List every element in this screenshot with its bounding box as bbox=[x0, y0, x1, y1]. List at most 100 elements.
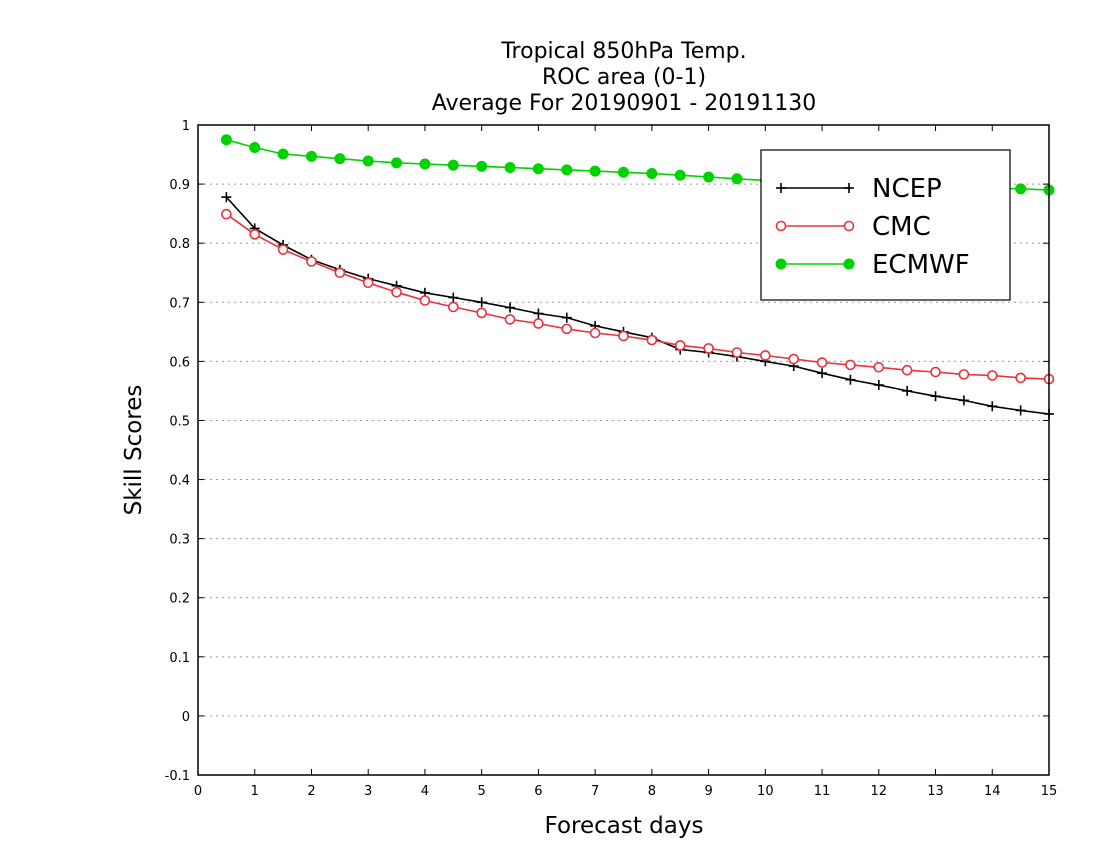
data-point-ncep bbox=[930, 391, 941, 402]
data-point-ecmwf bbox=[589, 165, 601, 177]
data-point-ecmwf bbox=[305, 150, 317, 162]
data-point-ecmwf bbox=[731, 173, 743, 185]
y-tick-label: 0 bbox=[182, 710, 190, 725]
y-tick-label: 0.4 bbox=[169, 474, 190, 489]
data-point-ncep bbox=[561, 312, 572, 323]
y-tick-label: 1 bbox=[182, 119, 190, 134]
data-point-ecmwf bbox=[618, 166, 629, 178]
data-point-cmc bbox=[391, 286, 402, 298]
x-tick-label: 10 bbox=[757, 784, 774, 799]
data-point-ncep bbox=[845, 374, 856, 385]
x-tick-label: 9 bbox=[704, 784, 712, 799]
legend-marker-ncep bbox=[844, 183, 854, 193]
data-point-cmc bbox=[1015, 372, 1026, 384]
data-point-ecmwf bbox=[419, 158, 431, 170]
data-point-cmc bbox=[674, 340, 686, 351]
data-point-cmc bbox=[873, 361, 885, 373]
chart-title-line-2: ROC area (0-1) bbox=[542, 65, 706, 90]
x-tick-label: 0 bbox=[194, 784, 202, 799]
legend-marker-ncep bbox=[776, 183, 786, 193]
data-point-cmc bbox=[277, 244, 289, 255]
x-tick-label: 6 bbox=[534, 784, 542, 799]
data-point-ecmwf bbox=[334, 153, 346, 165]
legend-item-ecmwf: ECMWF bbox=[775, 250, 970, 280]
data-point-cmc bbox=[334, 267, 346, 279]
x-tick-label: 7 bbox=[591, 784, 599, 799]
x-tick-label: 2 bbox=[307, 784, 315, 799]
data-point-ncep bbox=[817, 368, 828, 379]
legend-label-ecmwf: ECMWF bbox=[872, 250, 970, 280]
data-point-ecmwf bbox=[220, 134, 232, 146]
x-tick-label: 4 bbox=[421, 784, 429, 799]
series-line-ncep bbox=[225, 196, 1050, 415]
data-point-cmc bbox=[561, 323, 573, 335]
legend-marker-ecmwf bbox=[843, 258, 855, 270]
y-tick-label: 0.2 bbox=[169, 592, 190, 607]
data-point-cmc bbox=[419, 295, 431, 306]
data-point-ecmwf bbox=[391, 157, 403, 169]
y-tick-label: 0.7 bbox=[169, 296, 190, 311]
legend-item-cmc: CMC bbox=[775, 212, 931, 242]
legend-label-cmc: CMC bbox=[872, 212, 931, 242]
data-point-cmc bbox=[646, 334, 658, 346]
axes: -0.100.10.20.30.40.50.60.70.80.910 1 2 3 4 5 6… bbox=[165, 119, 1058, 799]
data-point-ecmwf bbox=[1015, 183, 1027, 195]
y-tick-label: 0.1 bbox=[169, 651, 190, 666]
data-point-ncep bbox=[902, 385, 913, 396]
legend: NCEP CMC ECMWF bbox=[760, 149, 1011, 301]
data-point-cmc bbox=[221, 208, 232, 220]
legend-marker-cmc bbox=[775, 220, 787, 232]
y-tick-label: 0.3 bbox=[169, 533, 190, 548]
data-point-cmc bbox=[589, 327, 601, 339]
legend-label-ncep: NCEP bbox=[872, 174, 942, 204]
x-tick-label: 14 bbox=[984, 784, 1001, 799]
data-point-cmc bbox=[816, 357, 828, 368]
data-point-cmc bbox=[447, 301, 459, 313]
legend-marker-ecmwf bbox=[775, 258, 787, 270]
y-tick-label: 0.5 bbox=[169, 414, 190, 429]
data-point-ncep bbox=[448, 292, 459, 303]
x-axis-title: Forecast days bbox=[545, 813, 704, 839]
data-point-ncep bbox=[533, 308, 544, 319]
data-point-cmc bbox=[930, 366, 941, 378]
y-tick-label: -0.1 bbox=[165, 769, 190, 784]
data-point-ecmwf bbox=[532, 163, 544, 175]
data-point-ecmwf bbox=[561, 164, 573, 176]
data-point-ecmwf bbox=[277, 148, 289, 160]
data-point-ncep bbox=[505, 302, 516, 313]
series-cmc bbox=[221, 208, 1055, 385]
data-point-ncep bbox=[476, 297, 487, 308]
chart-title: Tropical 850hPa Temp. ROC area (0-1) Ave… bbox=[432, 39, 817, 116]
legend-box bbox=[760, 149, 1011, 301]
data-point-cmc bbox=[533, 318, 544, 329]
x-tick-label: 11 bbox=[814, 784, 831, 799]
data-point-ncep bbox=[873, 380, 884, 390]
x-tick-label: 12 bbox=[871, 784, 888, 799]
data-point-ecmwf bbox=[703, 171, 715, 183]
data-point-ncep bbox=[987, 401, 998, 412]
data-point-cmc bbox=[306, 256, 317, 267]
y-tick-label: 0.8 bbox=[169, 237, 190, 252]
data-point-cmc bbox=[760, 350, 771, 361]
data-point-cmc bbox=[845, 359, 856, 371]
legend-item-ncep: NCEP bbox=[776, 174, 942, 204]
data-point-cmc bbox=[249, 229, 261, 240]
y-tick-label: 0.9 bbox=[169, 178, 190, 193]
data-point-cmc bbox=[901, 364, 913, 376]
x-tick-label: 8 bbox=[648, 784, 656, 799]
data-point-ncep bbox=[221, 192, 232, 203]
data-point-cmc bbox=[788, 353, 800, 365]
x-tick-label: 3 bbox=[364, 784, 372, 799]
data-point-cmc bbox=[362, 277, 374, 289]
y-tick-label: 0.6 bbox=[169, 355, 190, 370]
data-point-ecmwf bbox=[674, 169, 686, 181]
legend-marker-cmc bbox=[843, 220, 855, 232]
data-point-cmc bbox=[618, 330, 629, 342]
x-tick-label: 1 bbox=[251, 784, 259, 799]
data-point-ecmwf bbox=[249, 141, 261, 153]
data-point-cmc bbox=[958, 369, 970, 380]
data-point-ecmwf bbox=[476, 160, 488, 172]
data-point-ncep bbox=[958, 395, 969, 406]
x-tick-label: 5 bbox=[478, 784, 486, 799]
